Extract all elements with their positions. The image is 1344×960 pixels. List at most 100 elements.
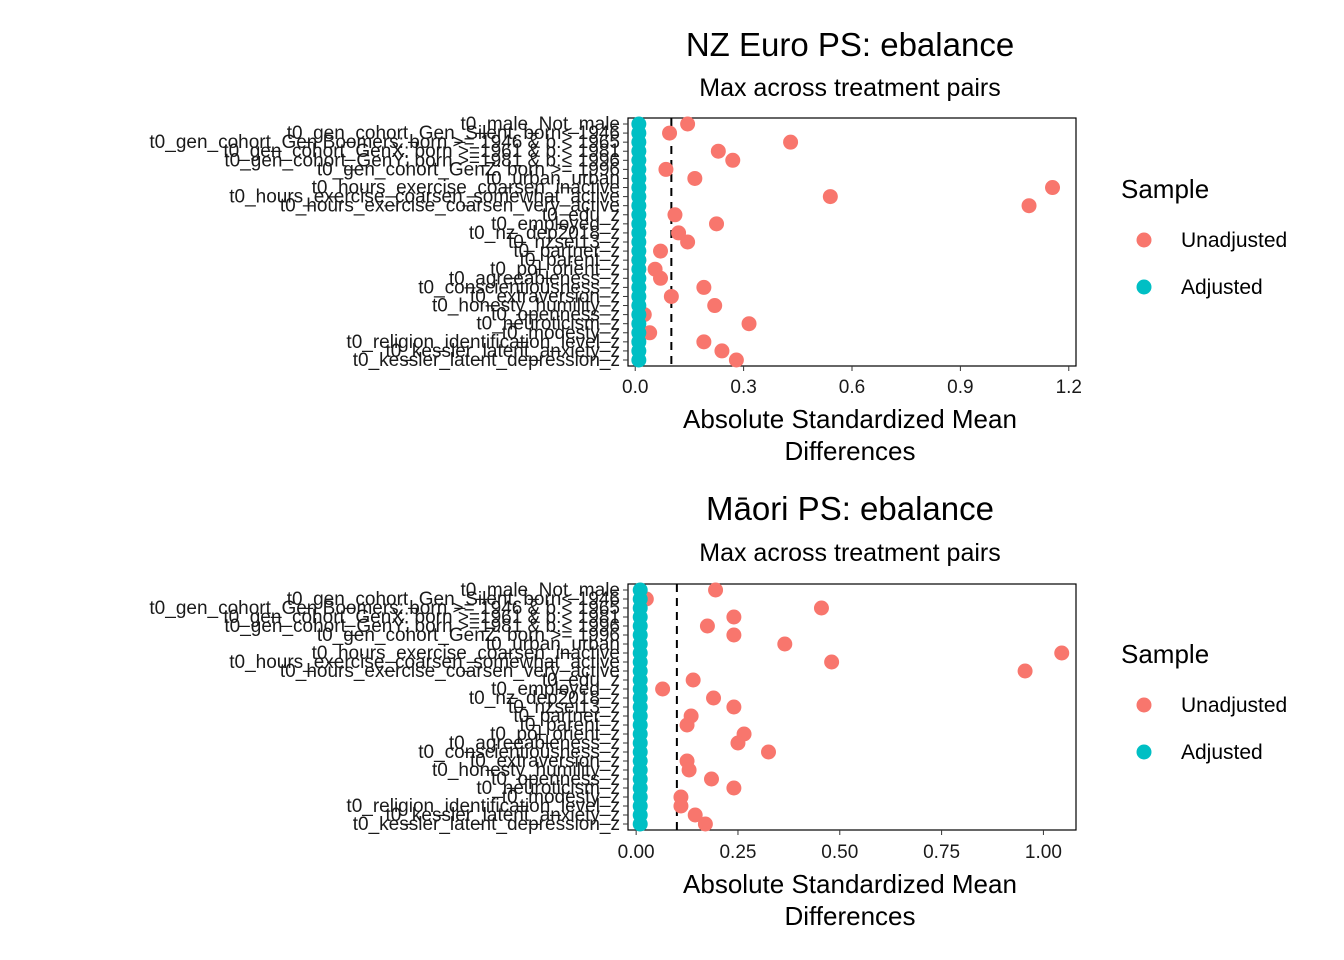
y-tick-label: t0_urban_urban — [486, 168, 620, 189]
series-adjusted — [631, 116, 647, 368]
y-tick-label: t0_kessler_latent_anxiety_z — [386, 805, 620, 826]
y-tick-label: t0_modesty_z — [502, 323, 620, 344]
unadjusted-point — [1054, 645, 1070, 661]
y-tick-label: t0_edu_z — [542, 205, 620, 226]
y-tick-label: t0_openness_z — [491, 305, 620, 326]
unadjusted-point — [725, 152, 741, 168]
unadjusted-point — [730, 735, 746, 751]
y-tick-label: t0_nz_dep2018_z — [469, 688, 620, 709]
y-tick-label: t0_neuroticism_z — [476, 778, 620, 799]
unadjusted-point — [687, 170, 703, 186]
x-tick-label: 0.00 — [618, 842, 655, 863]
x-tick-label: 1.00 — [1025, 842, 1062, 863]
y-tick-label: t0_conscientiousness_z — [418, 742, 620, 763]
legend-label: Unadjusted — [1181, 694, 1287, 717]
unadjusted-point — [824, 654, 840, 670]
unadjusted-point — [703, 771, 719, 787]
unadjusted-point — [653, 270, 669, 286]
y-tick-label: t0_gen_cohort_GenX: born >=1961 & b.< 19… — [223, 607, 620, 628]
legend-label: Unadjusted — [1181, 229, 1287, 252]
x-tick-label: 0.75 — [923, 842, 960, 863]
y-tick-label: t0_gen_cohort_GenY: born >=1981 & b.< 19… — [224, 150, 620, 171]
y-tick-label: t0_hours_exercise_coarsen_inactive — [312, 643, 620, 664]
unadjusted-point — [783, 134, 799, 150]
unadjusted-point — [673, 798, 689, 814]
unadjusted-point — [653, 243, 669, 259]
unadjusted-point — [680, 234, 696, 250]
y-tick-label: t0_partner_z — [513, 241, 620, 262]
unadjusted-point — [813, 600, 829, 616]
unadjusted-point — [777, 636, 793, 652]
chart-title: Māori PS: ebalance — [706, 490, 994, 527]
unadjusted-point — [655, 681, 671, 697]
y-tick-label: t0_edu_z — [542, 670, 620, 691]
y-tick-label: t0_religion_identification_level_z — [346, 796, 620, 817]
y-tick-label: t0_gen_cohort_Gen Boomers: born >= 1946 … — [149, 598, 620, 619]
x-tick-label: 0.6 — [839, 377, 865, 398]
y-tick-label: t0_honesty_humility_z — [432, 760, 620, 781]
unadjusted-point — [681, 762, 697, 778]
x-tick-label: 0.25 — [719, 842, 756, 863]
y-tick-label: t0_hours_exercise_coarsen_somewhat_activ… — [229, 187, 620, 208]
unadjusted-point — [726, 609, 742, 625]
y-tick-label: t0_male_Not_male — [461, 114, 620, 135]
y-tick-label: t0_gen_cohort_Gen_Silent: born< 1946 — [287, 589, 620, 610]
series-unadjusted — [638, 582, 1070, 832]
y-tick-label: t0_gen_cohort_Gen_Silent: born< 1946 — [287, 123, 620, 144]
y-tick-label: t0_kessler_latent_depression_z — [353, 350, 620, 371]
unadjusted-point — [1045, 180, 1061, 196]
y-tick-label: t0_nz_dep2018_z — [469, 223, 620, 244]
legend-marker — [1136, 697, 1152, 713]
unadjusted-point — [710, 143, 726, 159]
unadjusted-point — [708, 582, 724, 598]
unadjusted-point — [696, 334, 712, 350]
unadjusted-point — [728, 352, 744, 368]
y-tick-label: t0_employed_z — [491, 679, 620, 700]
unadjusted-point — [1017, 663, 1033, 679]
y-tick-label: t0_honesty_humility_z — [432, 296, 620, 317]
x-tick-label: 0.3 — [730, 377, 756, 398]
legend-title: Sample — [1121, 639, 1209, 669]
y-tick-label: t0_hours_exercise_coarsen_inactive — [312, 178, 620, 199]
unadjusted-point — [696, 279, 712, 295]
legend-label: Adjusted — [1181, 276, 1263, 299]
legend-title: Sample — [1121, 174, 1209, 204]
unadjusted-point — [667, 207, 683, 223]
y-tick-label: t0_extraversion_z — [470, 286, 620, 307]
unadjusted-point — [679, 717, 695, 733]
y-tick-label: t0_gen_cohort_GenY: born >=1981 & b.< 19… — [224, 616, 620, 637]
legend: Sample Unadjusted Adjusted — [1121, 174, 1287, 299]
chart-title: NZ Euro PS: ebalance — [686, 26, 1014, 63]
y-tick-label: t0_pol_orient_z — [490, 259, 620, 280]
y-tick-label: t0_religion_identification_level_z — [346, 332, 620, 353]
y-tick-label: t0_gen_cohort_GenZ: born >= 1996 — [317, 159, 620, 180]
legend-label: Adjusted — [1181, 741, 1263, 764]
unadjusted-point — [662, 125, 678, 141]
legend: Sample Unadjusted Adjusted — [1121, 639, 1287, 764]
unadjusted-point — [658, 161, 674, 177]
chart-panel-2: Māori PS: ebalance Max across treatment p… — [149, 490, 1287, 931]
y-tick-label: t0_nzsei13_z — [508, 232, 620, 253]
y-tick-label: t0_kessler_latent_depression_z — [353, 814, 620, 835]
unadjusted-point — [709, 216, 725, 232]
unadjusted-point — [714, 343, 730, 359]
y-tick-label: t0_employed_z — [491, 214, 620, 235]
y-tick-label: t0_gen_cohort_GenZ: born >= 1996 — [317, 625, 620, 646]
unadjusted-point — [685, 672, 701, 688]
y-tick-label: t0_modesty_z — [502, 787, 620, 808]
legend-marker — [1136, 744, 1152, 760]
unadjusted-point — [707, 298, 723, 314]
y-tick-label: t0_kessler_latent_anxiety_z — [386, 341, 620, 362]
y-tick-label: t0_gen_cohort_Gen Boomers: born >= 1946 … — [149, 132, 620, 153]
legend-marker — [1136, 279, 1152, 295]
y-tick-label: t0_agreeableness_z — [449, 733, 620, 754]
unadjusted-point — [687, 807, 703, 823]
y-tick-label: t0_conscientiousness_z — [418, 277, 620, 298]
y-tick-label: t0_parent_z — [520, 715, 620, 736]
x-tick-label: 0.50 — [821, 842, 858, 863]
unadjusted-point — [697, 816, 713, 832]
y-tick-label: t0_pol_orient_z — [490, 724, 620, 745]
unadjusted-point — [726, 627, 742, 643]
chart-subtitle: Max across treatment pairs — [699, 74, 1001, 102]
